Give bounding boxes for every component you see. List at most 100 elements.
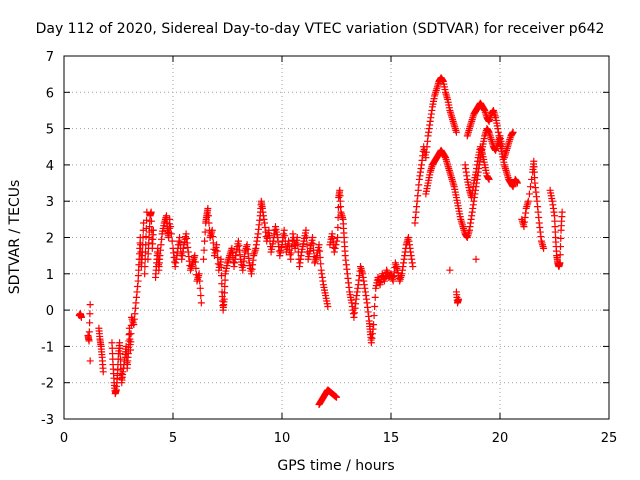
data-point bbox=[167, 230, 175, 238]
data-point bbox=[331, 244, 339, 252]
data-point bbox=[201, 228, 209, 236]
data-point bbox=[557, 234, 565, 242]
data-point bbox=[472, 255, 480, 263]
data-point bbox=[294, 241, 302, 249]
data-point bbox=[142, 233, 150, 241]
y-tick-label: 4 bbox=[46, 159, 54, 174]
data-point bbox=[204, 212, 212, 220]
data-point bbox=[86, 301, 94, 309]
data-point bbox=[204, 204, 212, 212]
chart-title: Day 112 of 2020, Sidereal Day-to-day VTE… bbox=[36, 21, 605, 37]
data-point bbox=[558, 208, 566, 216]
data-point bbox=[85, 337, 93, 345]
data-point bbox=[315, 241, 323, 249]
y-tick-label: -2 bbox=[41, 377, 54, 392]
data-point bbox=[126, 346, 134, 354]
data-point bbox=[200, 255, 208, 263]
data-point bbox=[309, 234, 317, 241]
x-tick-label: 0 bbox=[60, 431, 68, 446]
x-tick-label: 15 bbox=[383, 431, 400, 446]
data-point bbox=[99, 368, 107, 376]
y-tick-label: -3 bbox=[41, 413, 54, 428]
data-point bbox=[149, 226, 157, 234]
x-axis-label: GPS time / hours bbox=[277, 458, 394, 474]
data-point bbox=[302, 226, 310, 234]
data-point bbox=[371, 293, 379, 301]
data-point bbox=[556, 243, 564, 251]
data-point bbox=[139, 234, 147, 241]
data-point bbox=[195, 270, 203, 278]
data-point bbox=[524, 197, 532, 205]
x-tick-label: 25 bbox=[601, 431, 618, 446]
data-point bbox=[86, 319, 94, 327]
data-point bbox=[333, 393, 340, 401]
data-point bbox=[220, 295, 228, 303]
data-point bbox=[191, 252, 199, 260]
data-point bbox=[209, 233, 217, 241]
data-point bbox=[293, 234, 301, 241]
data-point bbox=[540, 244, 548, 252]
data-point bbox=[217, 255, 225, 263]
data-point bbox=[205, 219, 213, 227]
data-point bbox=[217, 263, 225, 271]
data-point bbox=[86, 357, 94, 365]
y-tick-label: 1 bbox=[46, 268, 54, 283]
data-point bbox=[141, 263, 149, 271]
data-point bbox=[334, 234, 342, 241]
data-point bbox=[525, 190, 533, 198]
data-point bbox=[147, 208, 155, 216]
data-point bbox=[221, 289, 229, 297]
data-point bbox=[556, 251, 564, 259]
data-point bbox=[197, 292, 205, 300]
data-point bbox=[527, 183, 535, 191]
data-point bbox=[452, 128, 460, 136]
y-tick-label: 0 bbox=[46, 304, 54, 319]
data-point bbox=[371, 302, 379, 310]
data-point bbox=[77, 313, 85, 321]
data-point bbox=[455, 295, 463, 303]
data-points bbox=[75, 74, 566, 408]
data-point bbox=[127, 330, 135, 338]
data-point bbox=[513, 179, 521, 187]
y-axis-label: SDTVAR / TECUs bbox=[7, 180, 23, 295]
data-point bbox=[316, 247, 324, 255]
data-point bbox=[143, 216, 151, 224]
data-point bbox=[166, 215, 174, 223]
data-point bbox=[85, 328, 93, 336]
data-point bbox=[330, 248, 338, 256]
data-point bbox=[124, 350, 132, 358]
data-point bbox=[213, 241, 221, 249]
data-point bbox=[509, 128, 517, 136]
data-point bbox=[127, 338, 135, 346]
data-point bbox=[287, 249, 295, 257]
data-point bbox=[485, 175, 493, 183]
data-point bbox=[309, 240, 317, 248]
data-point bbox=[213, 247, 221, 255]
data-point bbox=[333, 237, 341, 245]
y-tick-label: -1 bbox=[41, 340, 54, 355]
data-point bbox=[316, 253, 324, 261]
grid bbox=[64, 56, 609, 419]
data-point bbox=[141, 270, 149, 278]
data-point bbox=[168, 237, 176, 245]
data-point bbox=[303, 234, 311, 241]
data-point bbox=[167, 223, 175, 231]
y-tick-label: 3 bbox=[46, 195, 54, 210]
y-tick-label: 2 bbox=[46, 232, 54, 247]
data-point bbox=[201, 237, 209, 245]
data-point bbox=[556, 259, 564, 267]
data-point bbox=[221, 276, 229, 284]
data-point bbox=[303, 241, 311, 249]
data-point bbox=[370, 321, 378, 329]
data-point bbox=[317, 260, 325, 268]
data-point bbox=[334, 224, 342, 232]
data-point bbox=[324, 302, 332, 310]
data-point bbox=[409, 263, 417, 271]
data-point bbox=[221, 283, 229, 291]
data-point bbox=[192, 264, 200, 272]
data-point bbox=[86, 310, 94, 318]
data-point bbox=[446, 266, 454, 274]
y-tick-label: 7 bbox=[46, 50, 54, 65]
data-point bbox=[200, 246, 208, 254]
